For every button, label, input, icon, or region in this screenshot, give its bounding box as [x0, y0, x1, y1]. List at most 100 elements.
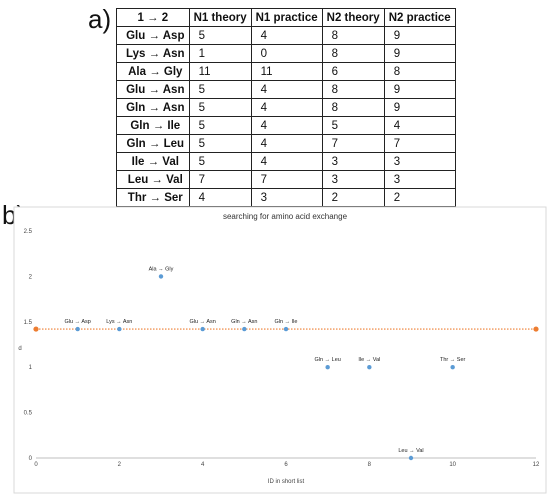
value-cell: 8 [321, 98, 385, 117]
value-cell: 5 [321, 116, 385, 135]
value-cell: 8 [321, 26, 385, 45]
table-row: Lys → Asn 1 0 8 9 [116, 44, 456, 63]
table-row: Glu → Asp 5 4 8 9 [116, 26, 456, 45]
x-axis-label: ID in short list [268, 479, 305, 485]
exchange-cell: Leu → Val [116, 170, 190, 189]
scatter-chart: searching for amino acid exchange 0 2 4 6 8 1… [13, 206, 547, 494]
column-header: 1 → 2 [116, 8, 190, 27]
value-cell: 9 [383, 44, 456, 63]
value-cell: 5 [188, 26, 252, 45]
table-row: Glu → Asn 5 4 8 9 [116, 80, 456, 99]
y-tick-label: 0 [29, 456, 33, 462]
value-cell: 4 [250, 116, 323, 135]
table-row: Gln → Ile 5 4 5 4 [116, 116, 456, 135]
data-point [408, 455, 414, 461]
exchange-cell: Glu → Asp [116, 26, 190, 45]
table-row: Gln → Leu 5 4 7 7 [116, 134, 456, 153]
table-row: Ala → Gly 11 11 6 8 [116, 62, 456, 81]
y-tick-label: 1.5 [24, 320, 33, 326]
point-label: Glu → Asp [65, 319, 91, 325]
data-point [158, 274, 164, 279]
exchange-cell: Glu → Asn [116, 80, 190, 99]
exchange-cell: Lys → Asn [116, 44, 190, 63]
threshold-endpoint [533, 326, 539, 332]
value-cell: 8 [383, 62, 456, 81]
table-row: Gln → Asn 5 4 8 9 [116, 98, 456, 117]
value-cell: 4 [188, 188, 252, 207]
table-body: Glu → Asp 5 4 8 9 Lys → Asn 1 0 8 9 Ala → Gly 11 11 6… [116, 26, 456, 207]
threshold-endpoint [33, 326, 39, 332]
data-point [450, 365, 455, 370]
chart-frame [13, 206, 547, 494]
chart-title: searching for amino acid exchange [223, 212, 348, 221]
value-cell: 4 [383, 116, 456, 135]
value-cell: 9 [383, 98, 456, 117]
value-cell: 4 [250, 134, 323, 153]
value-cell: 5 [188, 134, 252, 153]
y-tick-label: 2.5 [24, 229, 33, 235]
exchange-cell: Ala → Gly [116, 62, 190, 81]
y-tick-label: 0.5 [24, 411, 33, 417]
data-point [367, 365, 372, 370]
value-cell: 8 [321, 44, 385, 63]
value-cell: 4 [250, 26, 323, 45]
table-row: Ile → Val 5 4 3 3 [116, 152, 456, 171]
exchange-cell: Gln → Leu [116, 134, 190, 153]
value-cell: 6 [321, 62, 385, 81]
data-point [283, 326, 289, 332]
table-header-row: 1 → 2 N1 theory N1 practice N2 theory N2 pra… [116, 8, 456, 27]
value-cell: 4 [250, 80, 323, 99]
column-header: N1 practice [250, 8, 323, 27]
value-cell: 3 [321, 170, 385, 189]
value-cell: 3 [383, 152, 456, 171]
y-tick-label: 1 [29, 365, 33, 371]
data-point [75, 326, 80, 332]
value-cell: 2 [321, 188, 385, 207]
column-header: N1 theory [188, 8, 252, 27]
value-cell: 11 [188, 62, 252, 81]
data-point [325, 365, 330, 370]
point-label: Lys → Asn [106, 319, 132, 325]
point-label: Gln → Ile [275, 319, 298, 325]
amino-acid-table: 1 → 2 N1 theory N1 practice N2 theory N2 pra… [116, 8, 456, 207]
y-tick-label: 2 [29, 274, 33, 280]
value-cell: 7 [383, 134, 456, 153]
exchange-cell: Gln → Ile [116, 116, 190, 135]
chart-marks: Glu → Asp Lys → Asn Ala → Gly Glu → Asn Gln … [33, 266, 539, 461]
chart-axes: 0 2 4 6 8 10 12 0 0.5 1 1.5 2 2.5 [24, 229, 540, 468]
point-label: Thr → Ser [440, 357, 466, 363]
data-point [200, 326, 205, 332]
x-tick-label: 0 [34, 462, 38, 468]
value-cell: 3 [383, 170, 456, 189]
data-point [242, 326, 247, 332]
exchange-cell: Thr → Ser [116, 188, 190, 207]
point-label: Ala → Gly [149, 266, 174, 272]
value-cell: 7 [321, 134, 385, 153]
y-axis-label: d [18, 346, 21, 352]
value-cell: 7 [188, 170, 252, 189]
point-label: Gln → Leu [315, 357, 341, 363]
data-point [117, 326, 122, 332]
value-cell: 9 [383, 26, 456, 45]
table-row: Leu → Val 7 7 3 3 [116, 170, 456, 189]
value-cell: 3 [250, 188, 323, 207]
point-label: Ile → Val [358, 357, 380, 363]
exchange-cell: Gln → Asn [116, 98, 190, 117]
x-tick-label: 12 [533, 462, 540, 468]
column-header: N2 theory [321, 8, 385, 27]
value-cell: 4 [250, 152, 323, 171]
value-cell: 1 [188, 44, 252, 63]
value-cell: 5 [188, 116, 252, 135]
value-cell: 8 [321, 80, 385, 99]
panel-label-a: a) [88, 4, 112, 34]
x-tick-label: 10 [449, 462, 456, 468]
x-tick-label: 4 [201, 462, 205, 468]
x-tick-label: 8 [368, 462, 372, 468]
value-cell: 5 [188, 98, 252, 117]
point-label: Leu → Val [398, 448, 423, 454]
x-tick-label: 6 [284, 462, 288, 468]
value-cell: 9 [383, 80, 456, 99]
column-header: N2 practice [383, 8, 456, 27]
exchange-cell: Ile → Val [116, 152, 190, 171]
value-cell: 2 [383, 188, 456, 207]
